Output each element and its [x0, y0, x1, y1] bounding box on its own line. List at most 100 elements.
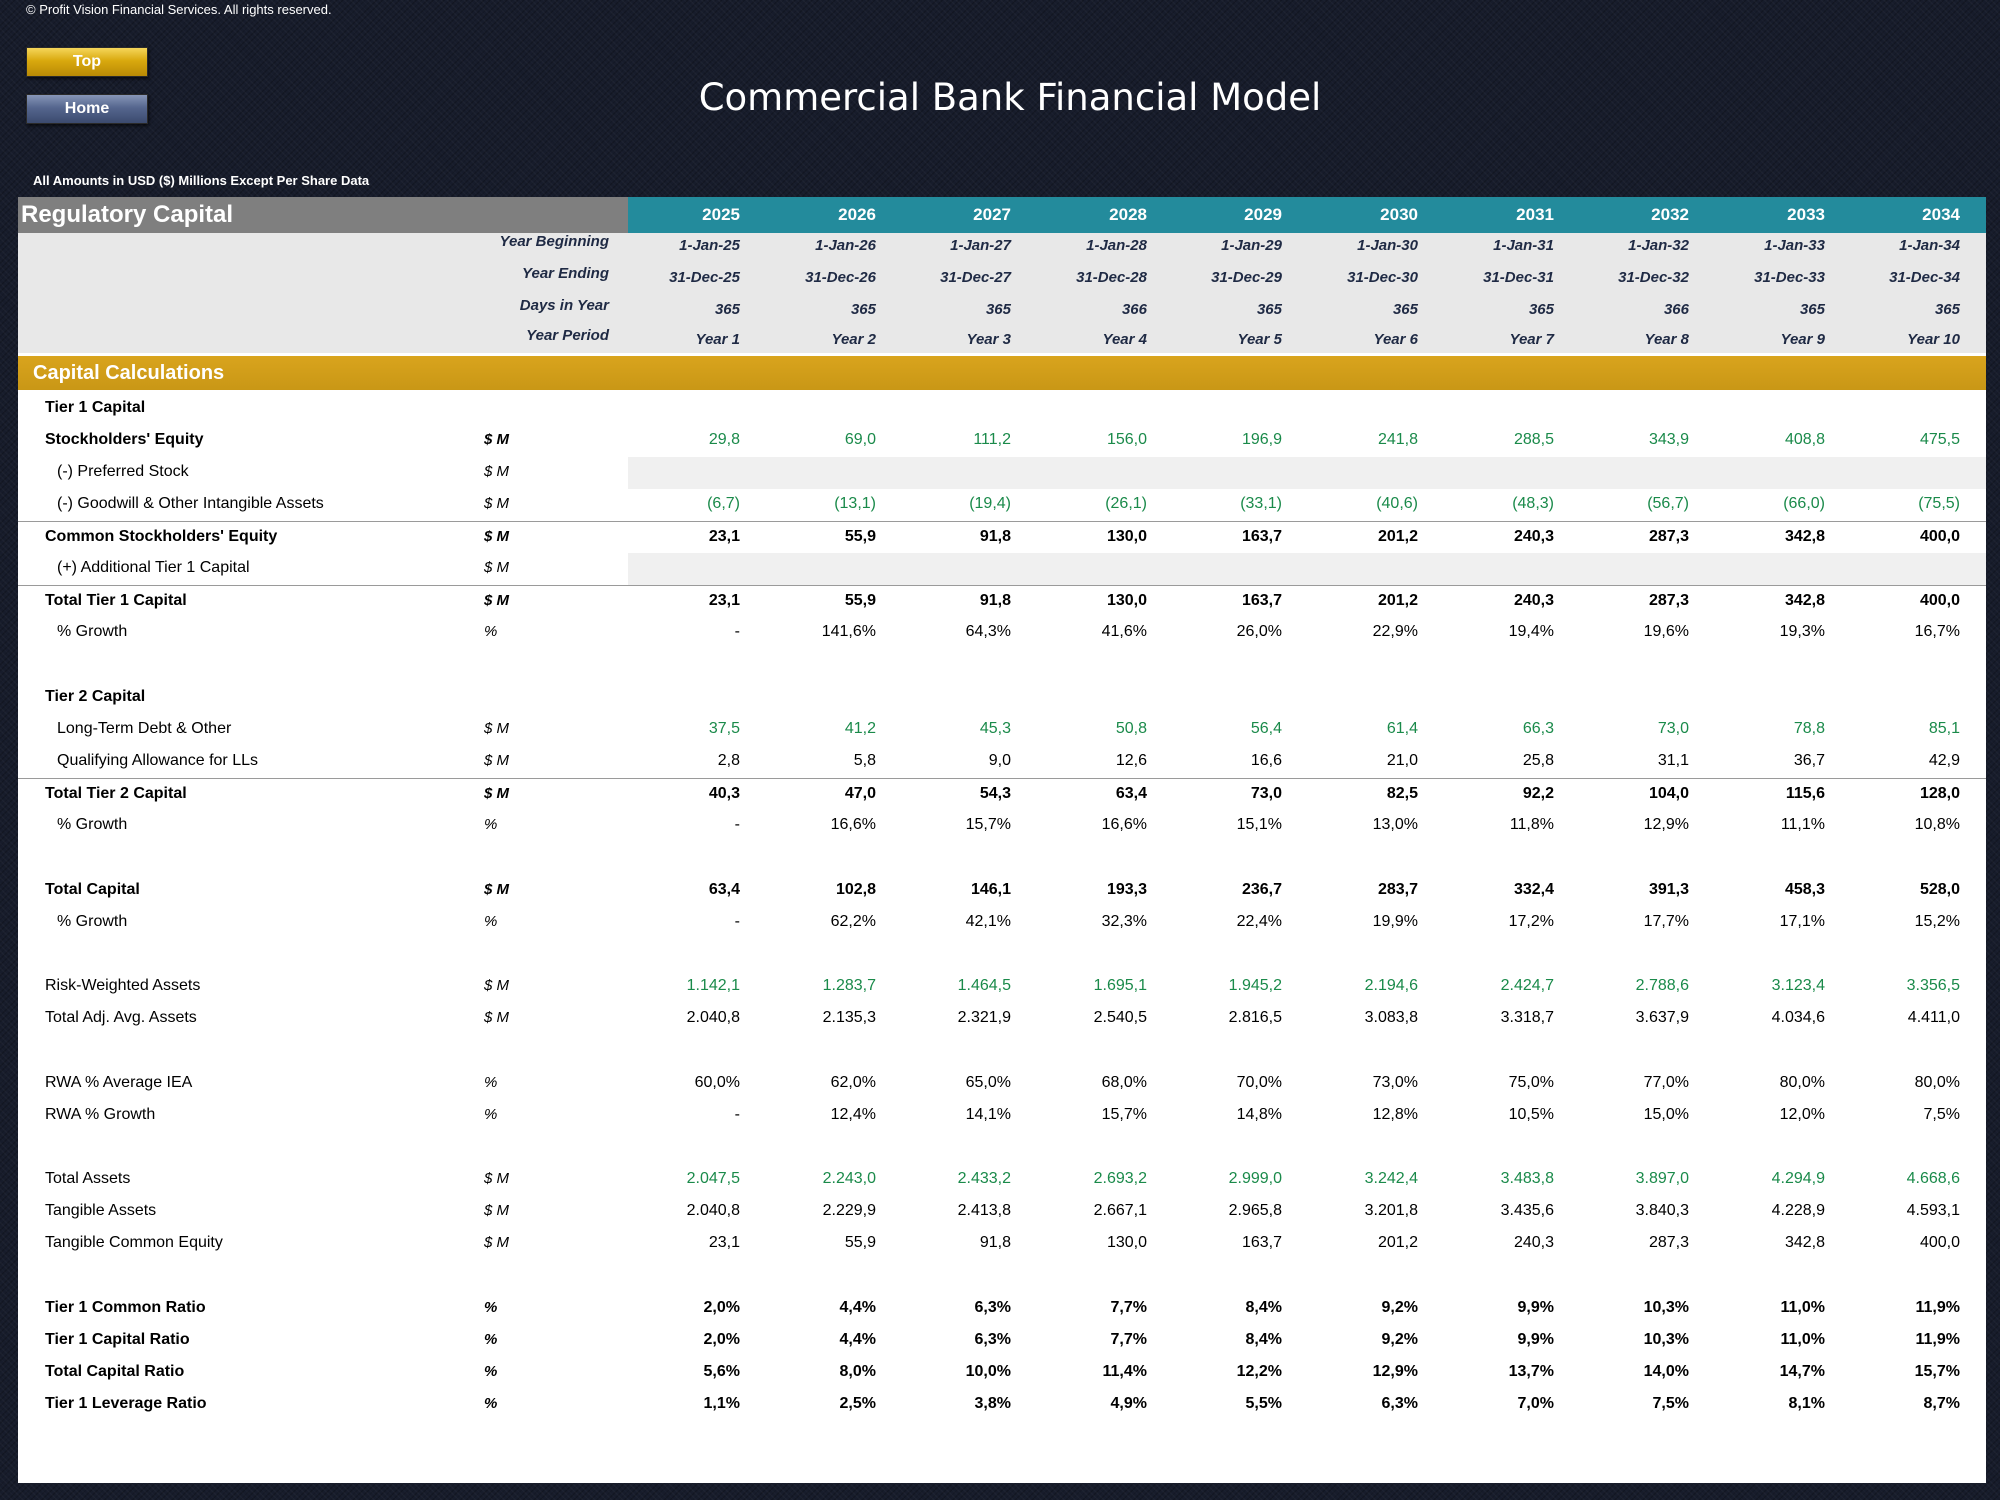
table-cell: 7,7% — [1110, 1299, 1147, 1316]
table-cell: (56,7) — [1647, 495, 1689, 512]
table-cell: 73,0 — [1657, 720, 1689, 737]
table-cell: 130,0 — [1106, 592, 1147, 609]
table-row: Total Adj. Avg. Assets $ M 2.040,8 2.135,3 2… — [18, 1003, 1986, 1035]
table-cell: 4.034,6 — [1771, 1009, 1825, 1026]
row-label: (+) Additional Tier 1 Capital — [57, 559, 250, 576]
period-cell: 1-Jan-25 — [679, 237, 740, 254]
table-row: Long-Term Debt & Other $ M 37,5 41,2 45,3 50,… — [18, 714, 1986, 746]
row-label: Total Tier 2 Capital — [45, 785, 187, 802]
period-cell: 1-Jan-32 — [1628, 237, 1689, 254]
table-cell: 3.897,0 — [1635, 1170, 1689, 1187]
table-cell: 54,3 — [979, 785, 1011, 802]
row-label: Tier 2 Capital — [45, 688, 146, 705]
period-cell: 1-Jan-29 — [1221, 237, 1282, 254]
table-cell: 236,7 — [1241, 881, 1282, 898]
row-unit: $ M — [484, 592, 510, 609]
table-cell: 4,4% — [839, 1299, 876, 1316]
table-cell: 6,3% — [974, 1299, 1011, 1316]
table-row: Tier 2 Capital — [18, 682, 1986, 714]
table-cell: 85,1 — [1928, 720, 1960, 737]
table-cell: 3.840,3 — [1635, 1202, 1689, 1219]
year-header-cell: 2025 — [702, 205, 740, 224]
period-cell: Year 10 — [1907, 331, 1960, 348]
table-cell: 163,7 — [1241, 528, 1282, 545]
amounts-note: All Amounts in USD ($) Millions Except P… — [33, 173, 370, 188]
table-cell: 42,1% — [965, 913, 1011, 930]
row-unit: $ M — [484, 1202, 510, 1219]
table-cell: 2.999,0 — [1228, 1170, 1282, 1187]
table-cell: (26,1) — [1105, 495, 1147, 512]
table-cell: 15,7% — [965, 816, 1011, 833]
year-header-cell: 2029 — [1244, 205, 1282, 224]
table-cell: 55,9 — [844, 528, 876, 545]
table-row: Total Tier 1 Capital $ M 23,1 55,9 91,8 130,0… — [18, 585, 1986, 617]
table-cell: 37,5 — [708, 720, 740, 737]
table-cell: 61,4 — [1386, 720, 1418, 737]
table-cell: 15,7% — [1101, 1106, 1147, 1123]
table-cell: 12,2% — [1236, 1363, 1282, 1380]
period-cell: Year 8 — [1644, 331, 1689, 348]
table-cell: (48,3) — [1512, 495, 1554, 512]
table-cell: 63,4 — [1115, 785, 1147, 802]
table-cell: 47,0 — [844, 785, 876, 802]
table-row: Total Capital $ M 63,4 102,8 146,1 193,3 236,7… — [18, 875, 1986, 907]
period-row-label: Year Period — [526, 327, 609, 344]
table-cell: 283,7 — [1377, 881, 1418, 898]
table-cell: 8,7% — [1923, 1395, 1960, 1412]
table-cell: 1,1% — [703, 1395, 740, 1412]
table-cell: 82,5 — [1386, 785, 1418, 802]
period-cell: Year 1 — [695, 331, 740, 348]
row-unit: $ M — [484, 752, 510, 769]
period-cell: 365 — [1256, 301, 1282, 318]
table-cell: 2.040,8 — [686, 1009, 740, 1026]
table-cell: 2.693,2 — [1093, 1170, 1147, 1187]
row-label: Total Tier 1 Capital — [45, 592, 187, 609]
row-unit: $ M — [484, 559, 510, 576]
section-header: Capital Calculations — [18, 356, 1986, 390]
table-cell: - — [734, 913, 740, 930]
table-row: Common Stockholders' Equity $ M 23,1 55,9 91… — [18, 521, 1986, 553]
year-header-cell: 2027 — [973, 205, 1011, 224]
table-cell: 2.040,8 — [686, 1202, 740, 1219]
period-cell: 31-Dec-33 — [1754, 269, 1825, 286]
table-cell: 2,8 — [717, 752, 740, 769]
row-unit: $ M — [484, 495, 510, 512]
table-cell: 73,0 — [1250, 785, 1282, 802]
row-label: Risk-Weighted Assets — [45, 977, 201, 994]
period-cell: 31-Dec-25 — [669, 269, 740, 286]
period-row-label: Year Beginning — [499, 233, 609, 250]
period-cell: Year 4 — [1102, 331, 1147, 348]
period-cell: 1-Jan-30 — [1357, 237, 1418, 254]
table-cell: 12,0% — [1779, 1106, 1825, 1123]
table-cell: 2.965,8 — [1228, 1202, 1282, 1219]
period-cell: Year 3 — [966, 331, 1011, 348]
table-row: Tangible Assets $ M 2.040,8 2.229,9 2.413,8 2… — [18, 1196, 1986, 1228]
row-label: Stockholders' Equity — [45, 431, 204, 448]
row-unit: $ M — [484, 463, 510, 480]
top-button[interactable]: Top — [26, 47, 148, 77]
table-cell: 475,5 — [1919, 431, 1960, 448]
period-row-label: Days in Year — [519, 297, 609, 314]
table-row: (-) Preferred Stock $ M — [18, 457, 1986, 489]
period-row: Year Period Year 1 Year 2 Year 3 Year 4 Year … — [18, 327, 1986, 357]
table-cell: 15,2% — [1914, 913, 1960, 930]
year-header-cell: 2031 — [1516, 205, 1554, 224]
table-cell: 332,4 — [1513, 881, 1554, 898]
home-button[interactable]: Home — [26, 94, 148, 124]
table-cell: 2.667,1 — [1093, 1202, 1147, 1219]
row-unit: % — [484, 1395, 498, 1412]
period-row-label: Year Ending — [522, 265, 609, 282]
table-cell: 8,4% — [1245, 1331, 1282, 1348]
table-cell: 14,7% — [1779, 1363, 1825, 1380]
table-cell: 343,9 — [1648, 431, 1689, 448]
table-cell: 128,0 — [1919, 785, 1960, 802]
table-cell: 62,2% — [830, 913, 876, 930]
year-header-cell: 2033 — [1787, 205, 1825, 224]
period-cell: 365 — [1934, 301, 1960, 318]
table-cell: 400,0 — [1919, 592, 1960, 609]
period-cell: Year 2 — [831, 331, 876, 348]
year-header-cell: 2030 — [1380, 205, 1418, 224]
table-cell: 2.135,3 — [822, 1009, 876, 1026]
table-cell: 10,8% — [1914, 816, 1960, 833]
table-cell: 66,3 — [1522, 720, 1554, 737]
